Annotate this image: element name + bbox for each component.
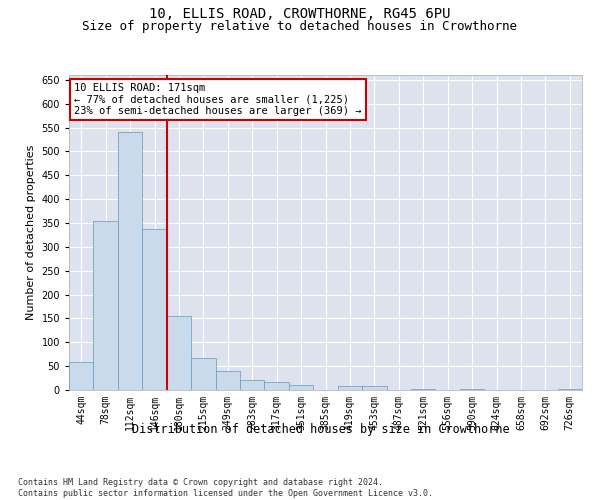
Bar <box>191 358 215 390</box>
Y-axis label: Number of detached properties: Number of detached properties <box>26 145 36 320</box>
Text: Size of property relative to detached houses in Crowthorne: Size of property relative to detached ho… <box>83 20 517 33</box>
Bar <box>338 386 362 390</box>
Bar <box>411 388 436 390</box>
Text: 10, ELLIS ROAD, CROWTHORNE, RG45 6PU: 10, ELLIS ROAD, CROWTHORNE, RG45 6PU <box>149 8 451 22</box>
Bar <box>289 385 313 390</box>
Bar <box>69 362 94 390</box>
Bar <box>557 388 582 390</box>
Bar <box>118 132 142 390</box>
Bar <box>94 220 118 390</box>
Bar <box>362 386 386 390</box>
Bar <box>215 371 240 390</box>
Bar <box>265 382 289 390</box>
Text: Contains HM Land Registry data © Crown copyright and database right 2024.
Contai: Contains HM Land Registry data © Crown c… <box>18 478 433 498</box>
Bar <box>460 388 484 390</box>
Bar <box>240 380 265 390</box>
Text: Distribution of detached houses by size in Crowthorne: Distribution of detached houses by size … <box>132 422 510 436</box>
Bar <box>167 316 191 390</box>
Bar <box>142 229 167 390</box>
Text: 10 ELLIS ROAD: 171sqm
← 77% of detached houses are smaller (1,225)
23% of semi-d: 10 ELLIS ROAD: 171sqm ← 77% of detached … <box>74 83 362 116</box>
